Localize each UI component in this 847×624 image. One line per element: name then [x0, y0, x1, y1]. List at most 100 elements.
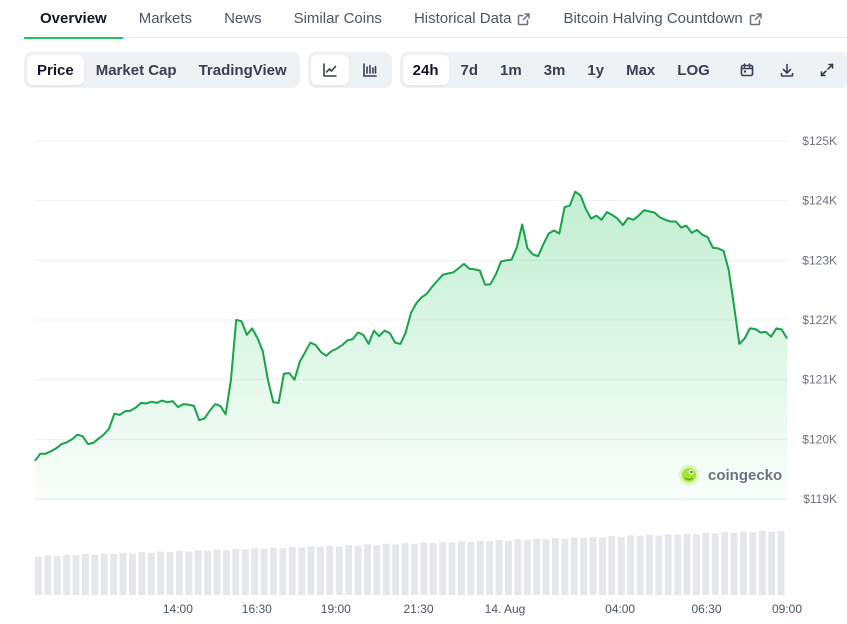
- tab-markets[interactable]: Markets: [123, 0, 208, 38]
- price-chart[interactable]: $119K $120K $121K $122K $123K $124K $125K 14:0…: [0, 95, 847, 624]
- volume-bar: [561, 538, 569, 595]
- volume-bar: [335, 546, 343, 595]
- volume-bar: [326, 545, 334, 595]
- volume-bar: [429, 543, 437, 595]
- volume-bar: [683, 533, 691, 595]
- tab-label: News: [224, 10, 262, 27]
- volume-bar: [599, 537, 606, 595]
- tab-label: Historical Data: [413, 10, 512, 27]
- volume-bar: [317, 547, 324, 595]
- metric-tab-group: Price Market Cap TradingView: [24, 52, 300, 88]
- volume-bar: [298, 547, 306, 595]
- x-tick-label: 04:00: [605, 602, 635, 616]
- y-tick-label: $123K: [802, 253, 837, 267]
- tab-label: Bitcoin Halving Countdown: [563, 10, 743, 27]
- volume-bar: [448, 542, 456, 595]
- y-tick-label: $119K: [803, 492, 837, 506]
- coingecko-watermark: coingecko: [678, 464, 782, 486]
- volume-bar: [176, 550, 183, 595]
- volume-bar: [458, 541, 465, 595]
- volume-bar: [138, 552, 146, 595]
- metric-tab-price[interactable]: Price: [27, 55, 84, 85]
- volume-bar: [664, 534, 672, 595]
- volume-bar: [82, 554, 89, 595]
- volume-bar: [270, 547, 277, 595]
- volume-bar: [129, 553, 136, 595]
- volume-bar: [636, 536, 644, 595]
- coingecko-logo-icon: [679, 465, 699, 485]
- volume-bar: [110, 554, 118, 595]
- metric-tab-market-cap[interactable]: Market Cap: [95, 61, 177, 79]
- volume-bar: [44, 555, 52, 595]
- calendar-icon[interactable]: [728, 55, 766, 85]
- tab-bar: Overview Markets News Similar Coins Historic…: [24, 0, 847, 39]
- volume-bar: [251, 548, 259, 595]
- volume-bar: [373, 545, 381, 595]
- volume-bar: [213, 549, 221, 595]
- volume-bar: [100, 553, 108, 595]
- tab-historical-data[interactable]: Historical Data: [398, 0, 548, 38]
- volume-bar: [364, 544, 371, 595]
- volume-bar: [617, 536, 625, 595]
- volume-bar: [439, 541, 447, 595]
- volume-bar: [655, 535, 663, 595]
- range-button-7d[interactable]: 7d: [460, 61, 479, 79]
- volume-bar: [711, 533, 719, 595]
- x-tick-label: 06:30: [691, 602, 721, 616]
- expand-icon[interactable]: [808, 55, 846, 85]
- range-button-1m[interactable]: 1m: [500, 61, 522, 79]
- volume-bar: [749, 532, 757, 595]
- x-tick-label: 09:00: [772, 602, 802, 616]
- download-icon[interactable]: [768, 55, 806, 85]
- volume-bar: [674, 534, 682, 595]
- volume-bar: [693, 534, 700, 595]
- volume-bar: [768, 531, 776, 595]
- volume-bar: [63, 554, 71, 595]
- range-button-1y[interactable]: 1y: [587, 61, 605, 79]
- watermark-text: coingecko: [708, 466, 783, 484]
- external-link-icon: [743, 12, 763, 26]
- x-tick-label: 16:30: [242, 602, 272, 616]
- volume-bar: [147, 552, 155, 595]
- volume-bar: [392, 544, 400, 595]
- range-button-log[interactable]: LOG: [677, 61, 710, 79]
- line-chart-icon[interactable]: [310, 55, 349, 85]
- tab-similar-coins[interactable]: Similar Coins: [278, 0, 398, 38]
- volume-bar: [35, 556, 42, 595]
- volume-bar: [730, 532, 738, 595]
- volume-bar: [495, 540, 503, 595]
- range-button-24h[interactable]: 24h: [402, 55, 449, 85]
- chart-toolbar: Price Market Cap TradingView 24h 7d 1m 3m 1y Ma…: [24, 52, 847, 88]
- price-area: [35, 191, 787, 503]
- y-tick-label: $122K: [802, 313, 837, 327]
- tab-overview[interactable]: Overview: [24, 0, 123, 39]
- volume-bar: [194, 550, 202, 595]
- volume-bar: [570, 537, 578, 595]
- y-tick-label: $124K: [802, 194, 837, 208]
- tab-label: Similar Coins: [293, 10, 382, 27]
- volume-bar: [382, 543, 390, 595]
- chart-style-group: [307, 52, 392, 88]
- tab-news[interactable]: News: [208, 0, 278, 38]
- volume-bar: [627, 535, 635, 595]
- volume-bar: [467, 541, 475, 595]
- volume-bar: [523, 540, 531, 595]
- volume-bar: [514, 539, 522, 595]
- price-line: [34, 190, 788, 462]
- tab-bitcoin-halving-countdown[interactable]: Bitcoin Halving Countdown: [547, 0, 778, 38]
- volume-bar: [119, 552, 127, 595]
- volume-bar: [542, 539, 550, 595]
- volume-bar: [740, 531, 747, 595]
- volume-bar: [53, 556, 61, 595]
- volume-bar: [552, 538, 559, 595]
- volume-bar: [232, 548, 240, 595]
- x-tick-label: 21:30: [403, 602, 433, 616]
- metric-tab-tradingview[interactable]: TradingView: [198, 61, 287, 79]
- range-button-3m[interactable]: 3m: [543, 61, 566, 79]
- volume-bar: [486, 541, 494, 595]
- volume-bar: [476, 540, 484, 595]
- volume-bar: [721, 532, 729, 595]
- candlestick-chart-icon[interactable]: [351, 55, 389, 85]
- volume-bar: [580, 538, 588, 595]
- range-button-max[interactable]: Max: [626, 61, 656, 79]
